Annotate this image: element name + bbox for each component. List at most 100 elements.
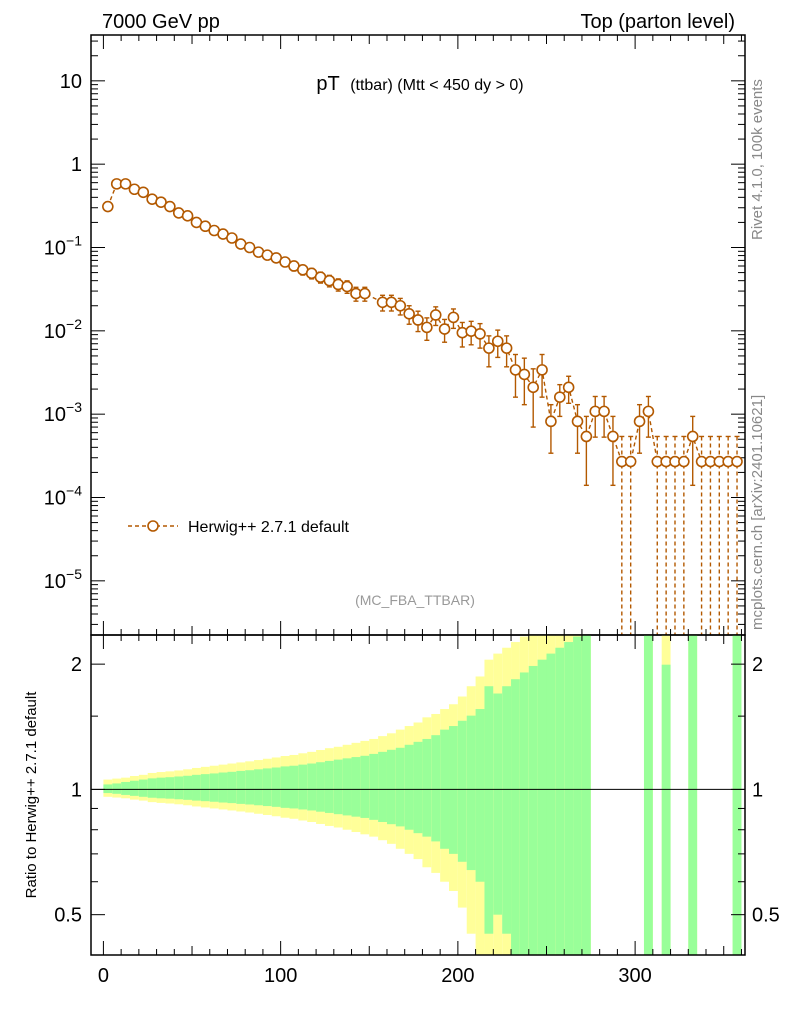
main-y-tick-sup: −5 bbox=[66, 566, 82, 582]
x-tick-label: 300 bbox=[618, 965, 651, 987]
main-y-tick-sup: −1 bbox=[66, 233, 82, 249]
band-inner bbox=[174, 776, 184, 800]
ratio-y-tick-label: 1 bbox=[71, 779, 82, 801]
data-point bbox=[491, 335, 504, 348]
data-point bbox=[571, 415, 584, 428]
main-y-tick-base: 10 bbox=[44, 321, 66, 343]
band-inner bbox=[156, 777, 166, 799]
band-inner bbox=[254, 769, 263, 806]
band-inner bbox=[404, 744, 414, 830]
ratio-bands bbox=[103, 635, 742, 955]
main-y-tick-sup: −4 bbox=[66, 483, 82, 499]
band-inner bbox=[386, 749, 396, 825]
band-inner bbox=[271, 767, 281, 807]
legend-marker bbox=[147, 520, 159, 532]
header-right: Top (parton level) bbox=[580, 11, 735, 33]
main-frame bbox=[90, 34, 746, 636]
data-point bbox=[119, 178, 132, 190]
data-point bbox=[518, 368, 531, 381]
band-inner bbox=[307, 763, 317, 811]
band-inner bbox=[360, 755, 370, 818]
band-inner bbox=[333, 759, 343, 815]
band-inner bbox=[688, 635, 698, 955]
band-inner bbox=[129, 780, 139, 796]
band-inner bbox=[112, 783, 122, 794]
data-point bbox=[509, 364, 522, 376]
main-y-tick-base: 10 bbox=[44, 571, 66, 593]
band-inner bbox=[147, 778, 157, 798]
data-point bbox=[686, 430, 699, 443]
x-tick-label: 200 bbox=[441, 965, 474, 987]
ratio-y-tick-labels: 0.5 0.5 1 1 2 2 bbox=[54, 654, 780, 927]
data-point bbox=[155, 196, 167, 208]
band-inner bbox=[342, 758, 352, 816]
main-y-tick-label: 10−2 bbox=[44, 316, 82, 343]
band-inner bbox=[502, 686, 512, 934]
band-inner bbox=[643, 635, 653, 955]
main-y-tick-label: 10−5 bbox=[44, 566, 82, 593]
ratio-y-tick-label-right: 0.5 bbox=[752, 905, 780, 927]
main-y-tick-base: 10 bbox=[44, 488, 66, 510]
band-inner bbox=[555, 647, 565, 955]
data-point bbox=[102, 200, 114, 213]
band-inner bbox=[466, 715, 476, 871]
data-point bbox=[137, 186, 150, 199]
rivet-version-label: Rivet 4.1.0, 100k events bbox=[749, 79, 766, 240]
band-inner bbox=[661, 664, 671, 955]
band-inner bbox=[262, 768, 272, 807]
band-inner bbox=[449, 726, 458, 854]
legend: Herwig++ 2.7.1 default bbox=[128, 519, 350, 536]
data-point bbox=[633, 415, 646, 428]
data-point bbox=[181, 210, 194, 222]
band-inner bbox=[369, 753, 379, 820]
band-inner bbox=[732, 635, 742, 955]
data-point bbox=[553, 391, 566, 403]
main-y-tick-label: 10 bbox=[60, 71, 82, 93]
band-inner bbox=[378, 751, 387, 822]
data-point bbox=[545, 415, 557, 428]
data-point bbox=[474, 328, 486, 340]
band-inner bbox=[395, 747, 405, 827]
band-inner bbox=[121, 781, 130, 795]
band-inner bbox=[422, 738, 432, 837]
band-inner bbox=[484, 686, 494, 934]
band-inner bbox=[457, 720, 467, 862]
band-inner bbox=[564, 642, 574, 955]
band-inner bbox=[245, 770, 255, 805]
band-inner bbox=[289, 765, 299, 809]
band-inner bbox=[138, 779, 148, 797]
data-point bbox=[607, 430, 619, 443]
main-y-tick-label: 10−4 bbox=[44, 483, 82, 510]
band-inner bbox=[280, 766, 290, 808]
legend-label: Herwig++ 2.7.1 default bbox=[188, 519, 350, 536]
data-point bbox=[403, 308, 415, 320]
data-point bbox=[580, 430, 593, 443]
band-inner bbox=[227, 771, 237, 804]
ratio-x-axis bbox=[102, 35, 742, 955]
band-inner bbox=[537, 659, 547, 955]
main-y-tick-sup: −2 bbox=[66, 316, 82, 332]
band-inner bbox=[413, 741, 423, 834]
main-title-text: pT bbox=[316, 73, 339, 95]
ratio-frame bbox=[90, 634, 746, 956]
band-inner bbox=[218, 772, 228, 803]
data-point bbox=[164, 200, 176, 213]
main-panel: pT (ttbar) (Mtt < 450 dy > 0) (MC_FBA_TT… bbox=[44, 34, 746, 636]
data-point bbox=[429, 309, 442, 321]
main-y-tick-label: 10−1 bbox=[44, 233, 82, 260]
ratio-x-tick-labels: 0 100 200 300 bbox=[98, 965, 652, 987]
main-y-tick-base: 10 bbox=[44, 404, 66, 426]
data-point bbox=[359, 287, 371, 300]
band-inner bbox=[475, 709, 485, 882]
main-y-tick-base: 10 bbox=[44, 238, 66, 260]
band-inner bbox=[183, 775, 193, 800]
ratio-panel: 0.5 0.5 1 1 2 2 0 100 200 300 Ratio to Herwig++ … bbox=[23, 35, 780, 987]
data-point bbox=[483, 342, 495, 354]
main-y-tick-label: 10−3 bbox=[44, 399, 82, 426]
ratio-y-axis-label: Ratio to Herwig++ 2.7.1 default bbox=[23, 691, 40, 899]
header-left: 7000 GeV pp bbox=[102, 11, 220, 33]
data-point bbox=[226, 232, 238, 244]
data-point bbox=[438, 323, 451, 335]
ratio-y-tick-label-right: 1 bbox=[752, 779, 763, 801]
